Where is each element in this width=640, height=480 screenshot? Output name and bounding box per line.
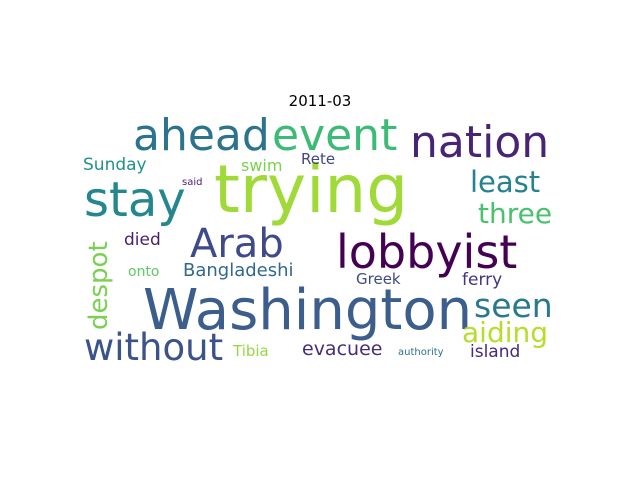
- word-ahead: ahead: [133, 110, 270, 161]
- word-without: without: [84, 326, 224, 369]
- word-evacuee: evacuee: [302, 338, 383, 360]
- word-onto: onto: [128, 264, 160, 280]
- word-washington: Washington: [143, 278, 473, 343]
- word-greek: Greek: [356, 270, 401, 288]
- word-sunday: Sunday: [83, 155, 147, 175]
- word-stay: stay: [84, 172, 186, 228]
- word-ferry: ferry: [462, 270, 503, 290]
- word-authority: authority: [398, 347, 444, 358]
- word-swim: swim: [241, 156, 283, 175]
- word-lobbyist: lobbyist: [336, 225, 518, 279]
- plot-title: 2011-03: [288, 92, 352, 110]
- word-seen: seen: [474, 286, 553, 325]
- word-aiding: aiding: [462, 316, 549, 349]
- word-rete: Rete: [301, 150, 336, 168]
- word-least: least: [470, 165, 541, 199]
- word-despot: despot: [84, 241, 114, 330]
- word-arab: Arab: [190, 221, 284, 267]
- word-bangladeshi: Bangladeshi: [183, 260, 294, 281]
- word-island: island: [470, 342, 521, 362]
- word-trying: trying: [214, 151, 409, 228]
- word-event: event: [272, 110, 398, 161]
- word-nation: nation: [410, 117, 550, 168]
- word-said: said: [182, 177, 203, 188]
- word-three: three: [478, 197, 553, 230]
- word-tibia: Tibia: [233, 342, 269, 360]
- word-died: died: [124, 230, 161, 250]
